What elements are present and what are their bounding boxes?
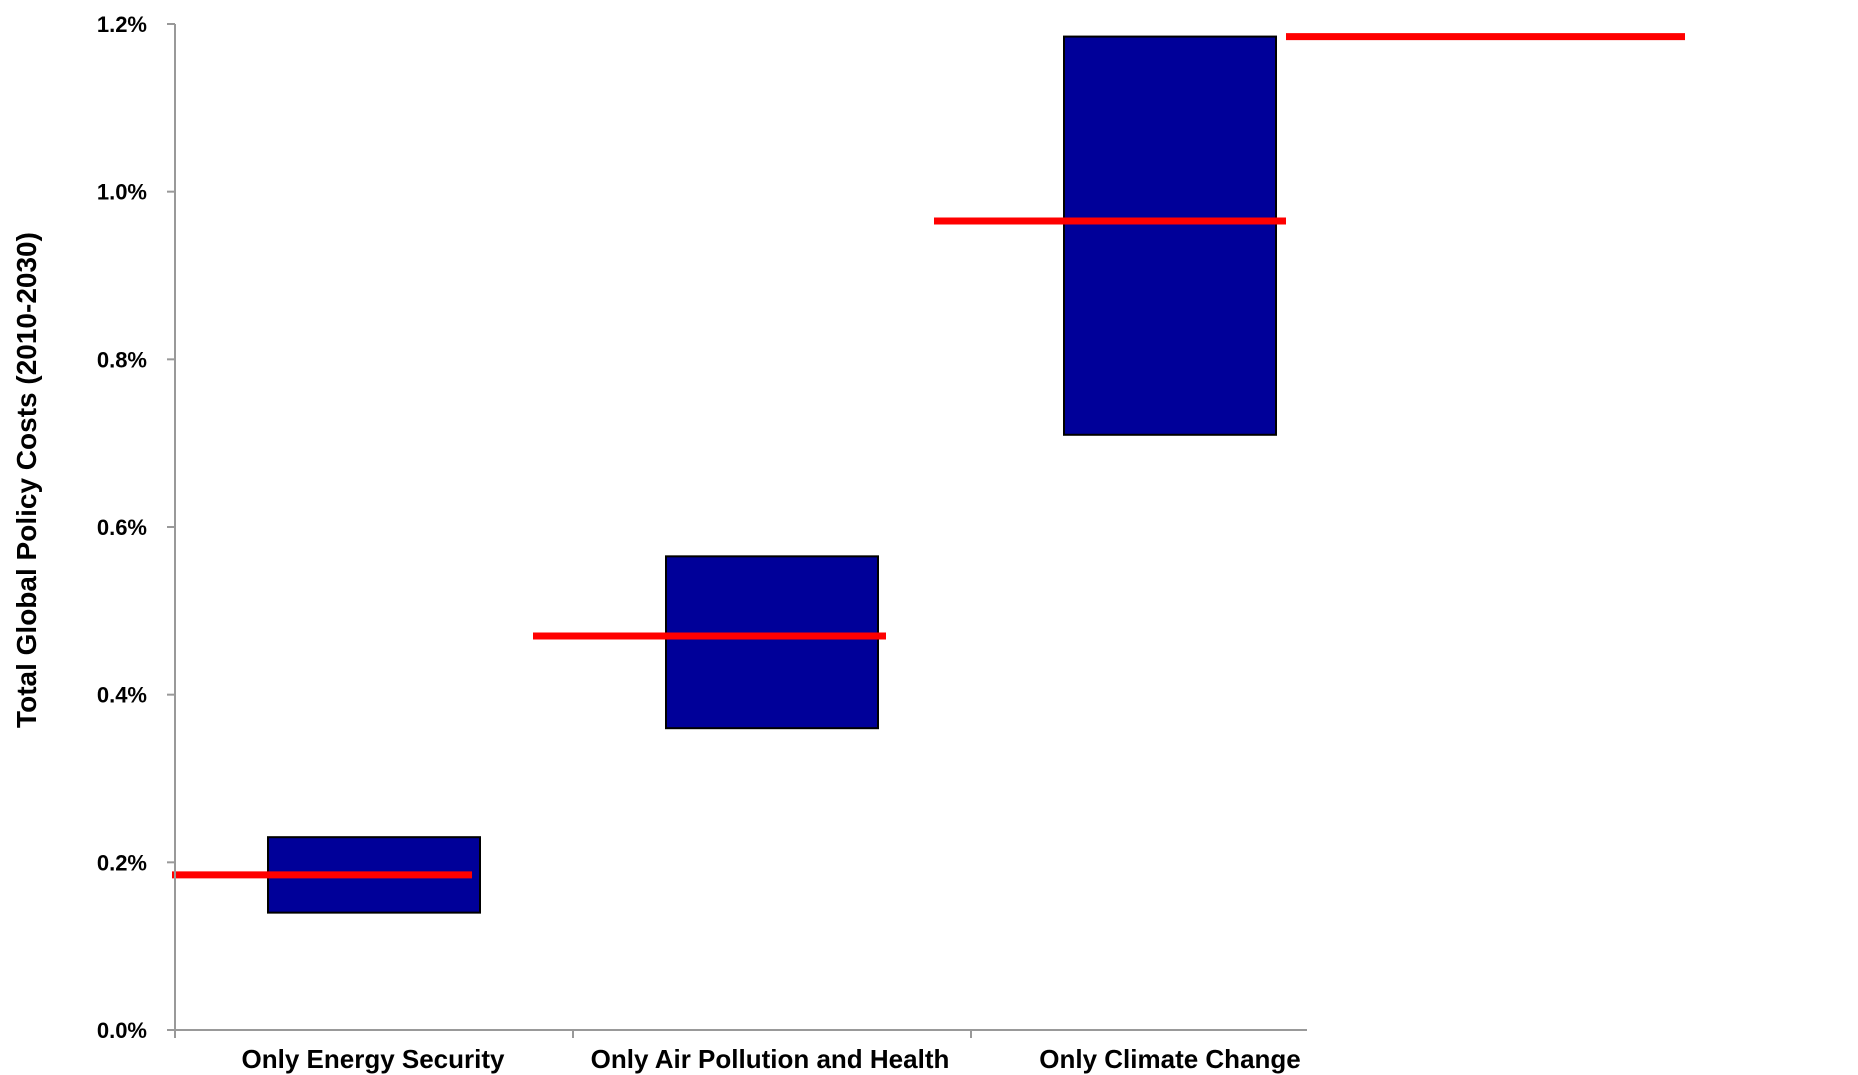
category-label: Only Energy Security [242, 1044, 506, 1074]
y-axis-ticks: 0.0% 0.2% 0.4% 0.6% 0.8% 1.0% 1.2% [97, 12, 175, 1043]
y-tick-label: 1.0% [97, 180, 147, 205]
y-tick-label: 0.2% [97, 850, 147, 875]
y-tick-label: 0.0% [97, 1018, 147, 1043]
category-labels: Only Energy Security Only Air Pollution a… [242, 1044, 1301, 1074]
marker-lines [172, 33, 1685, 879]
category-label: Only Air Pollution and Health [591, 1044, 950, 1074]
y-tick-label: 0.6% [97, 515, 147, 540]
y-tick-label: 0.8% [97, 347, 147, 372]
category-label: Only Climate Change [1039, 1044, 1301, 1074]
range-bar [665, 555, 879, 730]
axes [174, 24, 1307, 1038]
y-tick-label: 0.4% [97, 683, 147, 708]
y-tick-label: 1.2% [97, 12, 147, 37]
range-bars [267, 35, 1277, 914]
range-bar [1063, 35, 1277, 436]
y-axis-title: Total Global Policy Costs (2010-2030) [11, 232, 42, 728]
